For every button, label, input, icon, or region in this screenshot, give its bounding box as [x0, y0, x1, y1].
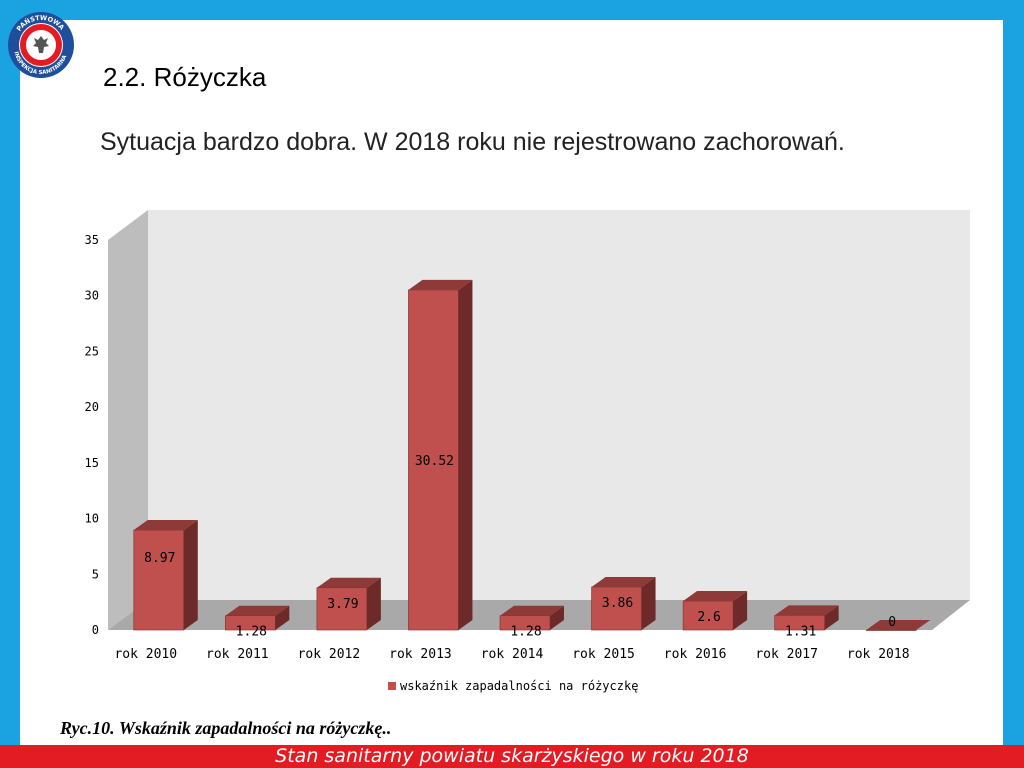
- bar-top: [774, 605, 839, 616]
- bar-side: [550, 605, 564, 630]
- y-tick-label: 25: [85, 344, 99, 358]
- bar-top: [591, 576, 656, 587]
- y-tick-label: 30: [85, 289, 99, 303]
- bar-value-label: 1.28: [236, 625, 267, 640]
- footer-text: Stan sanitarny powiatu skarżyskiego w ro…: [275, 745, 749, 767]
- y-tick-label: 0: [92, 623, 99, 637]
- x-tick-label: rok 2016: [664, 647, 727, 662]
- x-axis: rok 2010 rok 2011 rok 2012 rok 2013 rok 2014…: [114, 647, 909, 662]
- bar-value-label: 8.97: [144, 551, 175, 566]
- bar-value-label: 3.79: [327, 597, 358, 612]
- bar-front: [408, 289, 459, 631]
- bar-value-label: 3.86: [602, 596, 633, 611]
- legend-swatch: [388, 682, 396, 690]
- x-tick-label: rok 2010: [114, 647, 177, 662]
- bar: 1.28: [225, 605, 290, 640]
- bar-top: [225, 605, 290, 616]
- bars: 8.97 1.28 3.79 30.52 1.28 3.86 2.6 1.31 0: [133, 279, 931, 640]
- bar-front: [133, 529, 185, 631]
- bar-top: [866, 620, 931, 630]
- footer-bar: Stan sanitarny powiatu skarżyskiego w ro…: [0, 745, 1024, 768]
- y-tick-label: 15: [85, 456, 99, 470]
- bar: 3.86: [591, 576, 656, 631]
- legend: wskaźnik zapadalności na różyczkę: [388, 679, 638, 693]
- bar-top: [683, 591, 748, 602]
- bar: 3.79: [316, 577, 381, 631]
- x-tick-label: rok 2018: [847, 647, 910, 662]
- bar-value-label: 2.6: [697, 610, 720, 625]
- bar-side: [275, 605, 290, 630]
- bar-front: [682, 600, 734, 631]
- x-tick-label: rok 2013: [389, 647, 452, 662]
- inspection-seal-logo: PAŃSTWOWA INSPEKCJA SANITARNA: [8, 12, 74, 78]
- y-tick-label: 20: [85, 400, 99, 414]
- bar-side: [824, 605, 839, 630]
- x-tick-label: rok 2015: [572, 647, 635, 662]
- chart-side-wall: [108, 210, 148, 630]
- bar: 8.97: [133, 520, 198, 631]
- bar-front: [591, 586, 642, 631]
- bar-front: [865, 629, 917, 631]
- bar: 30.52: [408, 279, 473, 631]
- page-subtitle: Sytuacja bardzo dobra. W 2018 roku nie r…: [100, 128, 845, 156]
- bar-top: [316, 577, 381, 588]
- bar-value-label: 1.28: [510, 625, 541, 640]
- bar-value-label: 0: [888, 615, 896, 630]
- x-tick-label: rok 2014: [481, 647, 544, 662]
- bar-value-label: 30.52: [415, 454, 454, 469]
- bar-side: [733, 591, 748, 630]
- y-axis: 0 5 10 15 20 25 30 35: [85, 233, 99, 637]
- bar-side: [458, 279, 473, 630]
- bar-side: [183, 520, 198, 630]
- bar-side: [641, 576, 656, 630]
- page-title: 2.2. Różyczka: [103, 62, 267, 92]
- bar: 2.6: [682, 591, 748, 631]
- bar-front: [316, 587, 368, 631]
- bar: 1.28: [499, 605, 564, 640]
- figure-caption: Ryc.10. Wskaźnik zapadalności na różyczk…: [60, 718, 392, 738]
- bar-side: [366, 577, 381, 630]
- chart-back-wall: [148, 210, 970, 600]
- y-tick-label: 5: [92, 567, 99, 581]
- bar-top: [133, 520, 198, 531]
- y-tick-label: 35: [85, 233, 99, 247]
- legend-label: wskaźnik zapadalności na różyczkę: [400, 679, 638, 693]
- bar-value-label: 1.31: [785, 624, 816, 639]
- x-tick-label: rok 2011: [206, 647, 269, 662]
- bar-top: [500, 605, 564, 616]
- x-tick-label: rok 2017: [755, 647, 818, 662]
- y-tick-label: 10: [85, 512, 99, 526]
- bar: 1.31: [774, 605, 839, 639]
- bar-top: [408, 279, 473, 290]
- chart-background: [108, 210, 970, 630]
- x-tick-label: rok 2012: [298, 647, 361, 662]
- bar: 0: [865, 615, 931, 631]
